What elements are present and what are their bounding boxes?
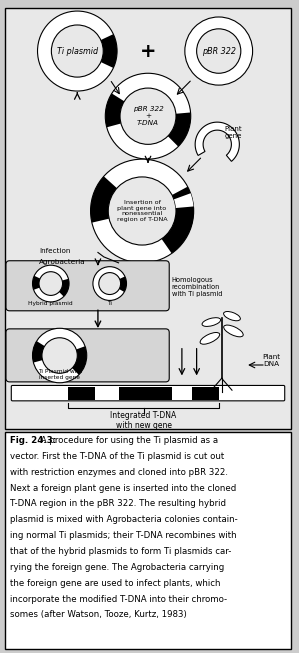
Bar [68, 387, 95, 400]
FancyBboxPatch shape [5, 8, 291, 428]
Ellipse shape [200, 332, 220, 344]
Circle shape [108, 177, 176, 245]
Text: Insertion of
plant gene into
nonessential
region of T-DNA: Insertion of plant gene into nonessentia… [117, 200, 167, 222]
Text: that of the hybrid plasmids to form Ti plasmids car-: that of the hybrid plasmids to form Ti p… [10, 547, 231, 556]
Text: ing normal Ti plasmids; their T-DNA recombines with: ing normal Ti plasmids; their T-DNA reco… [10, 531, 236, 540]
FancyBboxPatch shape [5, 432, 291, 649]
Text: Next a foreign plant gene is inserted into the cloned: Next a foreign plant gene is inserted in… [10, 484, 236, 492]
Text: Fig. 24.3:: Fig. 24.3: [10, 436, 56, 445]
Polygon shape [172, 187, 194, 231]
Text: vector. First the T-DNA of the Ti plasmid is cut out: vector. First the T-DNA of the Ti plasmi… [10, 452, 224, 461]
Circle shape [42, 338, 77, 374]
Circle shape [197, 29, 241, 73]
Circle shape [39, 272, 62, 295]
Text: rying the foreign gene. The Agrobacteria carrying: rying the foreign gene. The Agrobacteria… [10, 563, 224, 572]
Text: Agrobacteria: Agrobacteria [39, 259, 86, 265]
Text: Homologous
recombination
with Ti plasmid: Homologous recombination with Ti plasmid [172, 276, 222, 296]
Text: Hybrid plasmid: Hybrid plasmid [28, 301, 73, 306]
Ellipse shape [224, 311, 240, 321]
Bar [192, 387, 219, 400]
Text: pBR 322: pBR 322 [202, 46, 236, 56]
Text: Infection: Infection [39, 248, 70, 254]
Text: incorporate the modified T-DNA into their chromo-: incorporate the modified T-DNA into thei… [10, 594, 227, 603]
Circle shape [51, 25, 103, 77]
Circle shape [33, 328, 87, 383]
Polygon shape [101, 34, 117, 68]
Text: Integrated T-DNA
with new gene: Integrated T-DNA with new gene [110, 411, 177, 430]
Bar [118, 387, 172, 400]
FancyBboxPatch shape [11, 385, 285, 401]
Text: T-DNA region in the pBR 322. The resulting hybrid: T-DNA region in the pBR 322. The resulti… [10, 500, 225, 509]
Ellipse shape [202, 318, 221, 326]
Text: Plant
DNA: Plant DNA [263, 354, 281, 367]
Circle shape [99, 272, 120, 295]
Polygon shape [91, 176, 117, 223]
Text: plasmid is mixed with Agrobacteria colonies contain-: plasmid is mixed with Agrobacteria colon… [10, 515, 237, 524]
Circle shape [93, 266, 126, 300]
Text: +: + [140, 42, 156, 61]
Circle shape [33, 265, 69, 302]
Polygon shape [33, 276, 40, 290]
Circle shape [105, 73, 191, 159]
Ellipse shape [224, 325, 243, 337]
Text: A procedure for using the Ti plasmid as a: A procedure for using the Ti plasmid as … [37, 436, 218, 445]
Text: Plant
gene: Plant gene [225, 126, 242, 139]
FancyBboxPatch shape [6, 261, 169, 311]
Polygon shape [33, 341, 45, 362]
Circle shape [185, 17, 253, 85]
Polygon shape [72, 346, 87, 375]
Text: Ti: Ti [107, 301, 112, 306]
Polygon shape [195, 122, 239, 161]
Polygon shape [161, 206, 194, 253]
Circle shape [120, 88, 176, 144]
Text: somes (after Watson, Tooze, Kurtz, 1983): somes (after Watson, Tooze, Kurtz, 1983) [10, 611, 186, 620]
Polygon shape [59, 279, 69, 296]
Text: pBR 322
+
T-DNA: pBR 322 + T-DNA [133, 106, 163, 126]
Polygon shape [105, 93, 124, 127]
Text: with restriction enzymes and cloned into pBR 322.: with restriction enzymes and cloned into… [10, 468, 228, 477]
FancyBboxPatch shape [6, 329, 169, 382]
Circle shape [37, 11, 117, 91]
Text: Ti Plasmid with
inserted gene: Ti Plasmid with inserted gene [38, 370, 82, 380]
Polygon shape [174, 193, 193, 208]
Polygon shape [119, 276, 126, 292]
Circle shape [91, 159, 194, 263]
Polygon shape [168, 112, 191, 146]
Text: Ti plasmid: Ti plasmid [57, 46, 98, 56]
Text: the foreign gene are used to infect plants, which: the foreign gene are used to infect plan… [10, 579, 220, 588]
